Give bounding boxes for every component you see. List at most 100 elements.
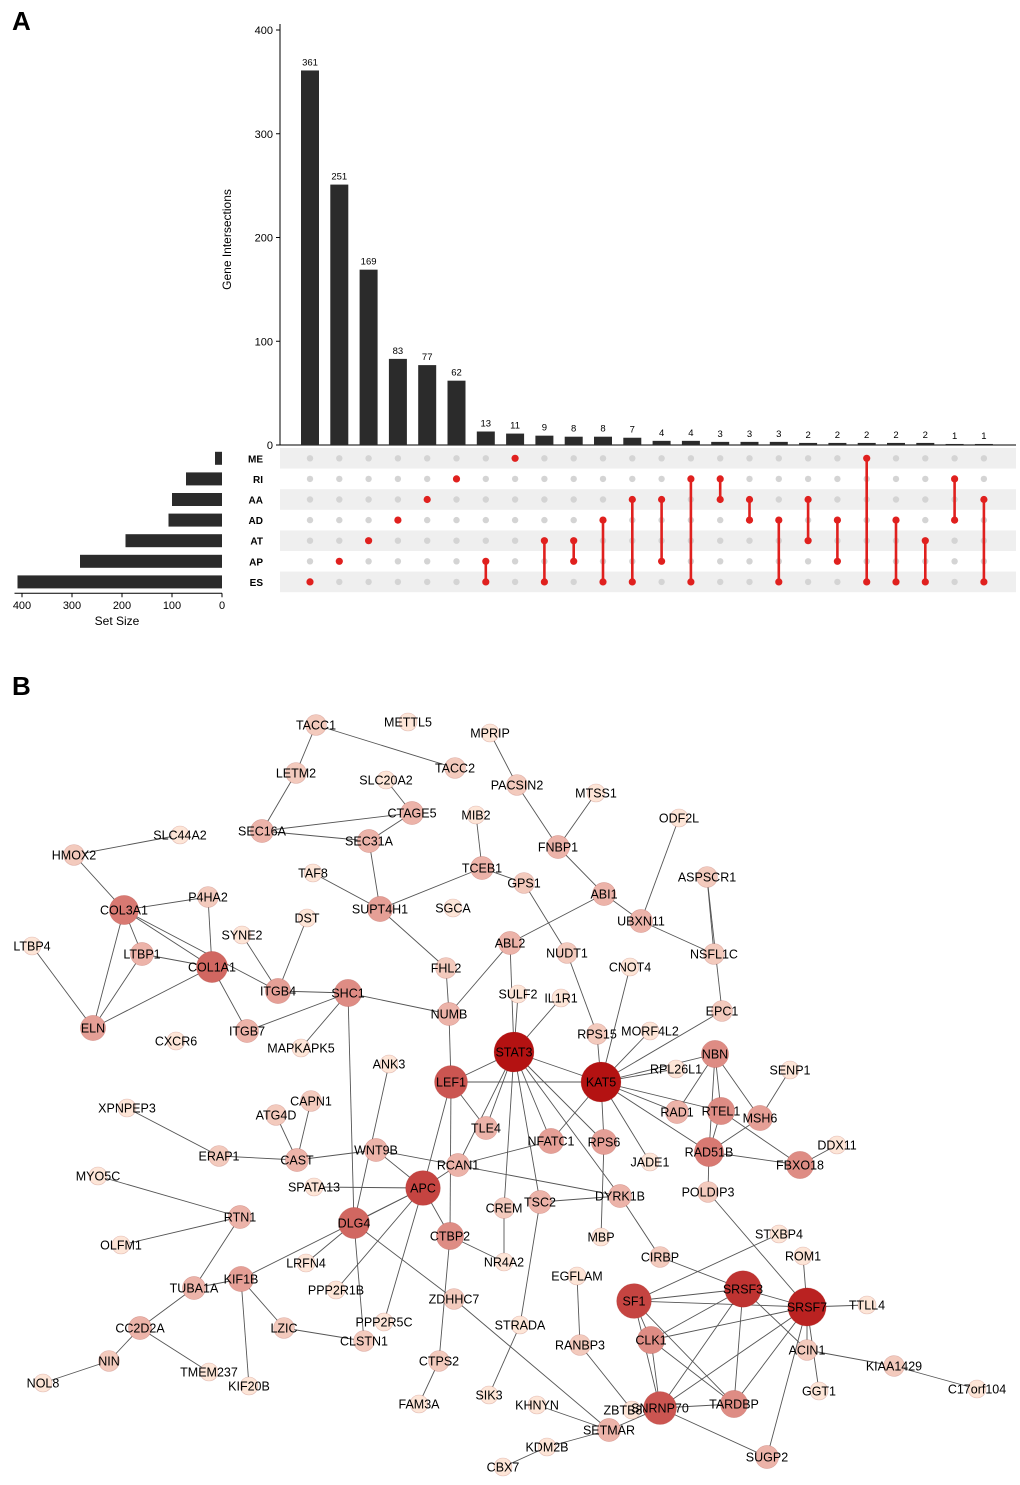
- node-label: RAD1: [660, 1106, 693, 1120]
- edge-srsf3-tardbp: [733, 1288, 744, 1405]
- node-label: HMOX2: [52, 849, 97, 863]
- node-supt4h1: SUPT4H1: [352, 896, 408, 922]
- node-label: FHL2: [431, 962, 462, 976]
- node-circle: [793, 1246, 813, 1266]
- node-circle: [128, 1316, 152, 1340]
- matrix-dot-inactive: [511, 578, 519, 586]
- edge-apc-ppp2r1b: [335, 1187, 424, 1291]
- node-circle: [538, 1128, 564, 1154]
- node-label: STRADA: [495, 1319, 546, 1333]
- set-size-bar-es: [17, 575, 222, 589]
- edge-kif1b-kif20b: [240, 1278, 250, 1387]
- node-label: SRSF7: [787, 1301, 827, 1315]
- bar-value-label: 77: [422, 352, 433, 363]
- node-fhl2: FHL2: [431, 957, 462, 979]
- intersection-bar: [945, 443, 964, 445]
- edge-clk1-tardbp: [650, 1339, 735, 1405]
- node-mbp: MBP: [587, 1227, 615, 1247]
- edge-col1a1-eln: [92, 966, 213, 1029]
- node-circle: [586, 1023, 608, 1045]
- edge-lef1-apc: [422, 1081, 452, 1189]
- set-size-tick-label: 300: [63, 600, 81, 612]
- edge-rtn1-tuba1a: [193, 1216, 241, 1289]
- node-tacc1: TACC1: [296, 714, 336, 736]
- intersection-bar: [769, 441, 788, 445]
- node-circle: [273, 1317, 295, 1339]
- node-label: CBX7: [487, 1461, 520, 1475]
- node-cbx7: CBX7: [487, 1457, 520, 1477]
- y-tick-label: 0: [267, 440, 273, 452]
- set-size-bar-ri: [186, 472, 222, 486]
- node-circle: [857, 1295, 877, 1315]
- node-label: ROM1: [785, 1250, 821, 1264]
- node-col1a1: COL1A1: [188, 951, 236, 983]
- set-label-es: ES: [250, 578, 264, 589]
- node-ltbp1: LTBP1: [123, 942, 161, 966]
- node-label: METTL5: [384, 716, 432, 730]
- node-circle: [493, 1031, 535, 1073]
- edge-stat3-crem: [503, 1051, 515, 1209]
- node-label: ITGB7: [229, 1025, 265, 1039]
- matrix-dot-inactive: [951, 455, 958, 462]
- edge-stat3-rps6: [513, 1051, 605, 1143]
- matrix-dot-inactive: [336, 537, 343, 544]
- node-mtss1: MTSS1: [575, 783, 617, 803]
- matrix-dot-inactive: [746, 558, 753, 565]
- node-label: KDM2B: [525, 1441, 568, 1455]
- node-label: SF1: [623, 1295, 646, 1309]
- node-label: TARDBP: [709, 1398, 759, 1412]
- matrix-dot-active: [423, 495, 431, 504]
- node-tacc2: TACC2: [435, 757, 475, 779]
- edge-sec16a-ctage5: [261, 812, 413, 832]
- matrix-dot-inactive: [629, 455, 636, 462]
- node-ggt1: GGT1: [802, 1381, 836, 1401]
- matrix-dot-inactive: [541, 455, 548, 462]
- node-kiaa1429: KIAA1429: [866, 1355, 922, 1377]
- edge-snrnp70-sugp2: [659, 1407, 768, 1458]
- edge-itgb7-shc1: [246, 992, 349, 1032]
- node-tle4: TLE4: [471, 1116, 501, 1140]
- matrix-row-band: [280, 489, 1016, 510]
- matrix-dot-active: [804, 537, 812, 545]
- node-label: DLG4: [338, 1217, 371, 1231]
- node-jade1: JADE1: [631, 1152, 669, 1172]
- matrix-dot-inactive: [570, 455, 577, 462]
- node-nsfl1c: NSFL1C: [690, 943, 738, 965]
- node-circle: [608, 1184, 632, 1208]
- bar-value-label: 83: [393, 346, 404, 357]
- edge-rps6-mbp: [600, 1141, 605, 1238]
- bar-value-label: 2: [893, 430, 898, 441]
- matrix-dot-inactive: [365, 558, 372, 565]
- node-label: SLC44A2: [153, 829, 207, 843]
- node-sgca: SGCA: [435, 898, 471, 918]
- bar-value-label: 3: [747, 429, 752, 440]
- node-label: SULF2: [499, 988, 538, 1002]
- node-label: ABI1: [590, 888, 617, 902]
- edge-erap1-cast: [218, 1155, 298, 1161]
- node-circle: [591, 1227, 611, 1247]
- edge-xpnpep3-erap1: [126, 1107, 220, 1157]
- node-circle: [586, 783, 606, 803]
- node-circle: [326, 1280, 346, 1300]
- y-tick-label: 300: [255, 129, 273, 141]
- node-clk1: CLK1: [635, 1326, 667, 1354]
- node-circle: [640, 1021, 660, 1041]
- edge-srsf7-sugp2: [766, 1306, 808, 1458]
- node-erap1: ERAP1: [199, 1145, 240, 1167]
- node-atg4d: ATG4D: [256, 1104, 296, 1126]
- node-label: MYO5C: [76, 1170, 120, 1184]
- node-circle: [285, 762, 307, 784]
- edge-supt4h1-fhl2: [379, 908, 447, 969]
- node-kif20b: KIF20B: [228, 1376, 270, 1396]
- edge-acin1-kiaa1429: [806, 1349, 895, 1367]
- node-circle: [493, 1457, 513, 1477]
- node-sf1: SF1: [616, 1283, 652, 1319]
- bar-value-label: 3: [718, 429, 723, 440]
- node-circle: [111, 1235, 131, 1255]
- node-label: SYNE2: [222, 929, 263, 943]
- panel-b-label: B: [12, 671, 31, 701]
- node-circle: [443, 898, 463, 918]
- node-rpl26l1: RPL26L1: [650, 1059, 702, 1079]
- node-ppp2r5c: PPP2R5C: [356, 1312, 412, 1332]
- matrix-dot-inactive: [599, 455, 607, 462]
